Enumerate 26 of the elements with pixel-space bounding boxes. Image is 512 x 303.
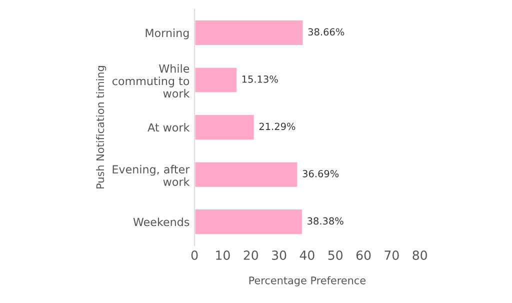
data-label: 38.66% [308,28,344,36]
x-tick-label: 50 [328,250,342,260]
y-axis-title: Push Notification timing [96,66,106,188]
bar [194,66,238,94]
x-tick-label: 80 [412,250,427,260]
bar [194,160,299,188]
bar [194,208,304,236]
bar [194,19,304,46]
x-tick-label: 10 [216,250,230,260]
x-tick-label: 60 [356,250,371,260]
x-tick-label: 20 [244,250,258,260]
data-label: 36.69% [302,170,339,178]
x-tick-label: 40 [300,250,314,260]
y-tick-label: Evening, after work [112,164,190,186]
x-tick-label: 70 [384,250,399,260]
bar [194,114,256,141]
x-axis-title: Percentage Preference [249,276,366,286]
y-tick-label: Weekends [133,218,190,226]
y-tick-label: At work [148,123,190,132]
y-tick-label: Morning [146,28,189,40]
x-tick-label: 0 [191,250,198,260]
x-tick-label: 30 [272,250,286,260]
data-label: 15.13% [242,75,278,83]
data-label: 38.38% [308,217,344,225]
data-label: 21.29% [259,122,296,130]
y-tick-label: While commuting to work [112,64,190,98]
